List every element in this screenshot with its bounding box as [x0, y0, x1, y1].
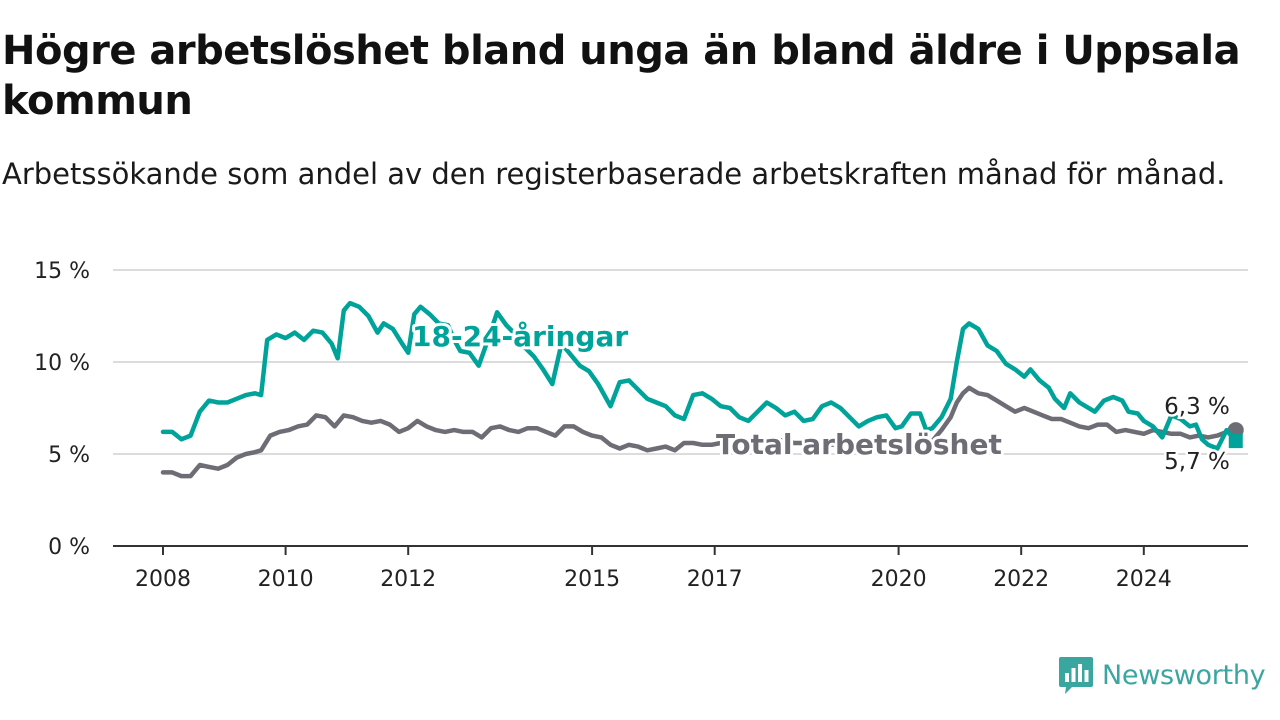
x-tick-label: 2012	[380, 567, 436, 592]
end-value-label-total: 6,3 %	[1164, 394, 1230, 420]
y-tick-label: 15 %	[34, 259, 90, 284]
end-value-label-youth: 5,7 %	[1164, 449, 1230, 475]
series-lines	[160, 300, 1244, 479]
grid-lines	[113, 269, 1248, 455]
end-point-youth	[1228, 434, 1243, 449]
y-tick-label: 5 %	[48, 443, 90, 468]
chart-subtitle: Arbetssökande som andel av den registerb…	[2, 157, 1226, 191]
x-tick-label: 2022	[993, 567, 1049, 592]
y-tick-label: 0 %	[48, 535, 90, 560]
x-tick-label: 2010	[258, 567, 314, 592]
series-label-youth: 18-24-åringar	[412, 320, 628, 353]
x-tick-label: 2024	[1116, 567, 1172, 592]
brand-name: Newsworthy	[1102, 659, 1266, 691]
newsworthy-logo-icon	[1059, 657, 1093, 694]
brand-logo: Newsworthy	[1058, 654, 1266, 696]
y-tick-label: 10 %	[34, 351, 90, 376]
chart-title: Högre arbetslöshet bland unga än bland ä…	[2, 28, 1241, 124]
y-axis-tick-labels: 0 % 5 % 10 % 15 %	[34, 259, 90, 560]
series-label-total: Total arbetslöshet	[716, 428, 1002, 461]
x-tick-label: 2020	[871, 567, 927, 592]
x-tick-label: 2008	[135, 567, 191, 592]
x-tick-label: 2017	[687, 567, 743, 592]
series-line-youth	[160, 300, 1239, 451]
x-tick-label: 2015	[564, 567, 620, 592]
x-axis: 2008 2010 2012 2015 2017 2020 2022 2024	[113, 545, 1248, 592]
series-labels: 18-24-åringar Total arbetslöshet 6,3 % 5,7 …	[409, 317, 1232, 478]
series-line-total	[160, 385, 1239, 479]
